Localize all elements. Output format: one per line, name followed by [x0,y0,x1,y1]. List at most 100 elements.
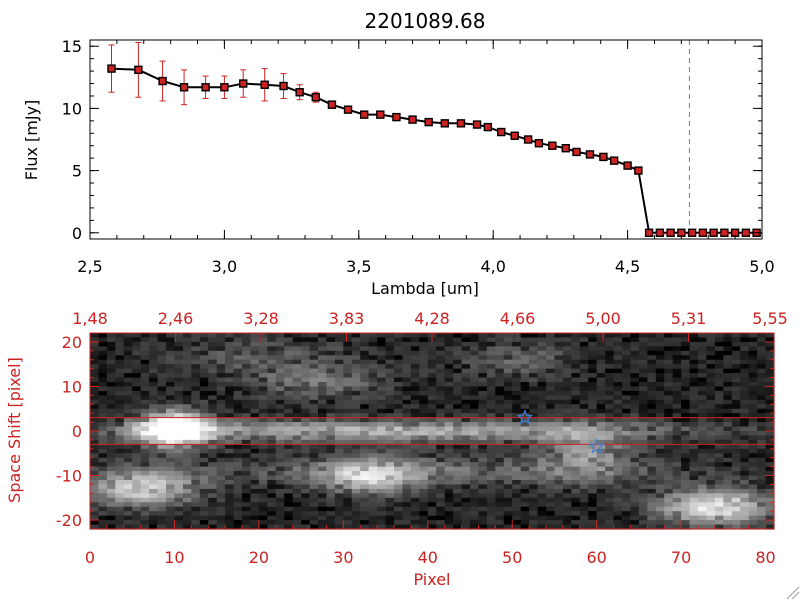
heatmap-cell [410,337,420,343]
heatmap-cell [385,453,395,459]
heatmap-cell [182,422,192,428]
heatmap-cell [638,355,648,361]
heatmap-cell [394,350,404,356]
heatmap-cell [98,382,108,388]
heatmap-cell [765,462,775,468]
heatmap-cell [326,431,336,437]
heatmap-cell [537,382,547,388]
heatmap-cell [140,341,150,347]
heatmap-cell [453,390,463,396]
heatmap-cell [410,480,420,486]
heatmap-cell [284,502,294,508]
heatmap-cell [731,511,741,517]
heatmap-cell [689,515,699,521]
heatmap-cell [554,333,564,339]
heatmap-cell [427,386,437,392]
heatmap-cell [351,364,361,370]
heatmap-cell [698,444,708,450]
heatmap-cell [706,368,716,374]
resize-grip-icon[interactable] [786,586,800,600]
heatmap-cell [157,515,167,521]
heatmap-cell [664,462,674,468]
heatmap-cell [562,408,572,414]
heatmap-cell [512,480,522,486]
heatmap-cell [689,359,699,365]
heatmap-cell [301,377,311,383]
heatmap-cell [267,480,277,486]
heatmap-cell [698,439,708,445]
heatmap-cell [90,346,100,352]
heatmap-cell [630,466,640,472]
heatmap-cell [309,435,319,441]
heatmap-cell [368,426,378,432]
heatmap-cell [368,475,378,481]
heatmap-cell [546,364,556,370]
heatmap-cell [140,453,150,459]
heatmap-cell [453,511,463,517]
heatmap-cell [106,448,116,454]
heatmap-cell [98,346,108,352]
heatmap-cell [225,368,235,374]
heatmap-cell [512,493,522,499]
heatmap-cell [233,337,243,343]
heatmap-cell [368,368,378,374]
heatmap-cell [681,435,691,441]
heatmap-cell [537,413,547,419]
heatmap-cell [334,350,344,356]
heatmap-cell [714,444,724,450]
heatmap-cell [630,373,640,379]
heatmap-cell [520,502,530,508]
heatmap-cell [140,346,150,352]
heatmap-cell [351,408,361,414]
heatmap-cell [90,462,100,468]
heatmap-cell [385,493,395,499]
heatmap-cell [182,502,192,508]
heatmap-cell [672,341,682,347]
heatmap-cell [208,426,218,432]
data-point [440,119,450,128]
data-point [741,228,751,237]
heatmap-cell [402,502,412,508]
heatmap-cell [284,435,294,441]
heatmap-cell [588,395,598,401]
heatmap-cell [655,408,665,414]
heatmap-cell [284,439,294,445]
heatmap-cell [461,333,471,339]
heatmap-cell [233,493,243,499]
heatmap-cell [233,502,243,508]
heatmap-cell [453,448,463,454]
heatmap-cell [486,341,496,347]
heatmap-cell [461,346,471,352]
heatmap-cell [360,364,370,370]
heatmap-cell [461,417,471,423]
heatmap-cell [579,377,589,383]
heatmap-cell [427,497,437,503]
heatmap-cell [394,390,404,396]
heatmap-cell [267,493,277,499]
heatmap-cell [478,506,488,512]
heatmap-cell [622,422,632,428]
heatmap-cell [503,408,513,414]
heatmap-cell [419,448,429,454]
heatmap-cell [140,431,150,437]
heatmap-cell [343,506,353,512]
heatmap-cell [529,520,539,526]
heatmap-cell [233,364,243,370]
data-point [534,139,544,148]
heatmap-cell [233,524,243,530]
heatmap-cell [301,350,311,356]
heatmap-cell [706,373,716,379]
heatmap-cell [546,408,556,414]
heatmap-cell [486,337,496,343]
heatmap-cell [90,488,100,494]
heatmap-cell [318,515,328,521]
heatmap-cell [410,346,420,352]
heatmap-cell [478,368,488,374]
heatmap-cell [672,493,682,499]
heatmap-cell [427,475,437,481]
heatmap-cell [596,484,606,490]
heatmap-cell [706,390,716,396]
heatmap-cell [216,408,226,414]
heatmap-cell [596,408,606,414]
heatmap-cell [546,373,556,379]
